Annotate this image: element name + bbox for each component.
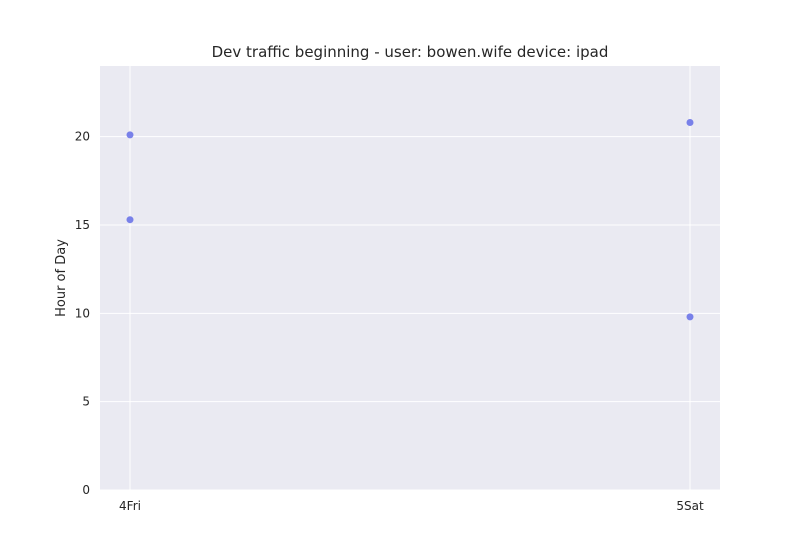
data-point: [126, 216, 134, 224]
y-tick-label: 5: [82, 395, 90, 409]
y-axis-label: Hour of Day: [54, 239, 69, 317]
y-tick-label: 0: [82, 483, 90, 497]
x-axis-ticks: 4Fri 5Sat: [119, 499, 704, 513]
x-tick-label: 5Sat: [676, 499, 704, 513]
data-point: [686, 313, 694, 321]
data-point: [126, 131, 134, 139]
y-axis-ticks: 0 5 10 15 20: [75, 130, 90, 497]
x-tick-label: 4Fri: [119, 499, 141, 513]
y-tick-label: 15: [75, 218, 90, 232]
data-point: [686, 119, 694, 127]
y-tick-label: 10: [75, 306, 90, 320]
y-tick-label: 20: [75, 130, 90, 144]
plot-area: [100, 66, 720, 490]
chart-title: Dev traffic beginning - user: bowen.wife…: [212, 43, 609, 61]
data-points: [126, 119, 694, 321]
